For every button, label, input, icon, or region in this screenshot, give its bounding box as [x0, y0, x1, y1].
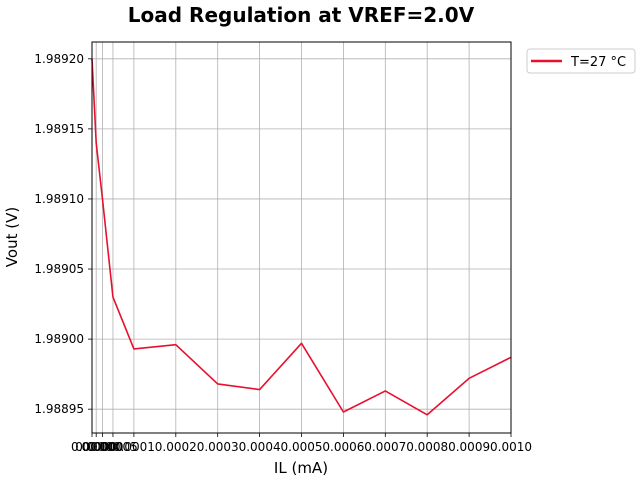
y-tick-label: 1.98915	[34, 122, 84, 136]
y-tick-label: 1.98895	[34, 402, 84, 416]
x-axis-label: IL (mA)	[274, 459, 328, 477]
y-axis-ticks: 1.98895 1.98900 1.98905 1.98910 1.98915 1.989…	[34, 52, 92, 416]
chart-title: Load Regulation at VREF=2.0V	[128, 3, 475, 27]
x-tick-label: 0.0001	[113, 440, 155, 454]
legend: T=27 °C	[526, 48, 636, 74]
legend-box	[526, 48, 636, 74]
x-tick-label: 0.0003	[197, 440, 239, 454]
y-tick-label: 1.98905	[34, 262, 84, 276]
y-axis-label: Vout (V)	[3, 207, 21, 267]
x-tick-label: 0.0004	[239, 440, 281, 454]
x-tick-label: 0.0000	[71, 440, 113, 454]
x-tick-label: 0.00005	[88, 440, 138, 454]
grid	[91, 42, 512, 433]
series-layer	[91, 58, 512, 416]
series-line	[91, 58, 512, 416]
legend-label: T=27 °C	[570, 55, 626, 70]
y-tick-label: 1.98910	[34, 192, 84, 206]
y-tick-label: 1.98900	[34, 332, 84, 346]
x-tick-label: 0.0000	[75, 440, 117, 454]
x-tick-label: 0.0000	[81, 440, 123, 454]
y-tick-label: 1.98920	[34, 52, 84, 66]
x-tick-label: 0.0005	[281, 440, 323, 454]
x-tick-label: 0.0010	[490, 440, 532, 454]
x-tick-label: 0.0007	[364, 440, 406, 454]
x-tick-label: 0.0002	[155, 440, 197, 454]
x-tick-label: 0.0008	[406, 440, 448, 454]
x-tick-label: 0.0009	[448, 440, 490, 454]
x-tick-label: 0.0006	[322, 440, 364, 454]
